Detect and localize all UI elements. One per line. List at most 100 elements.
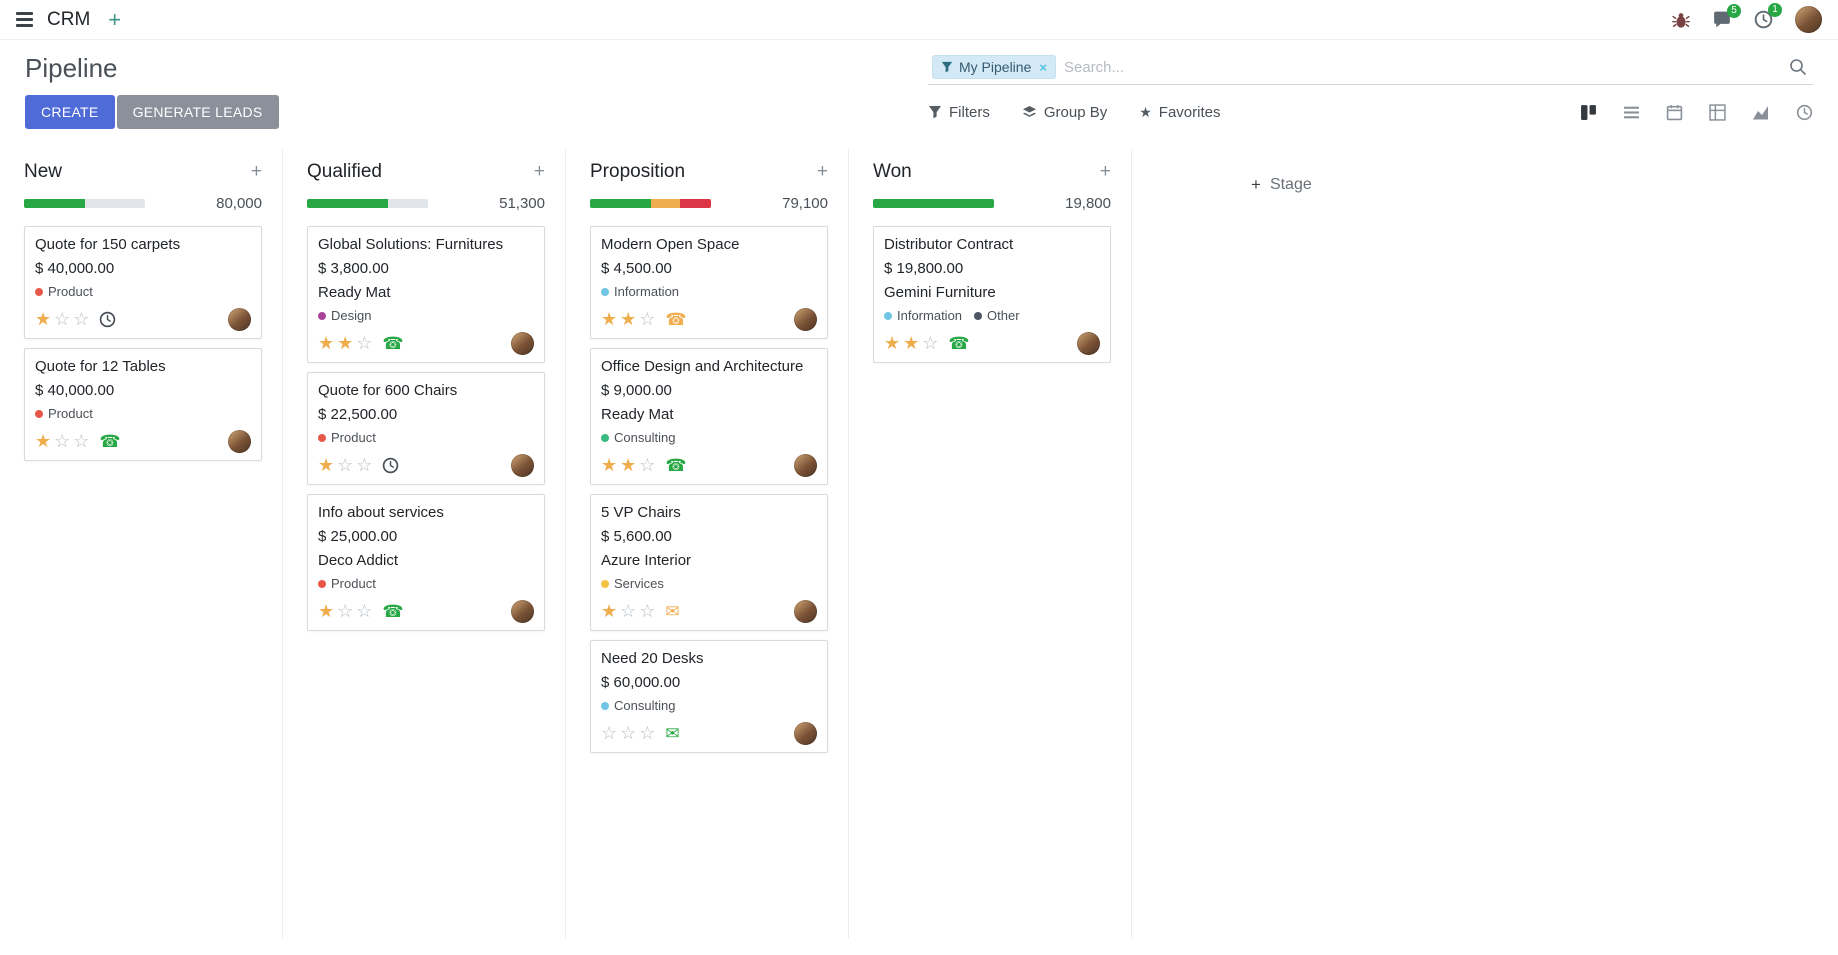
envelope-activity-icon[interactable]: ✉ [665,723,680,743]
star-filled-icon[interactable]: ★ [884,333,901,353]
group-by-menu[interactable]: Group By [1022,104,1107,121]
column-quick-add-icon[interactable]: + [250,161,262,182]
progress-segment[interactable] [873,199,994,208]
add-stage-button[interactable]: + Stage [1251,175,1312,195]
column-progressbar[interactable] [24,199,145,208]
star-empty-icon[interactable]: ☆ [73,309,90,329]
column-title[interactable]: Qualified [307,161,382,182]
plus-icon[interactable]: + [108,6,122,32]
kanban-card[interactable]: Quote for 12 Tables $ 40,000.00 Product … [24,348,262,461]
column-progressbar[interactable] [307,199,428,208]
activity-view-icon[interactable] [1796,104,1813,121]
star-empty-icon[interactable]: ☆ [639,455,656,475]
phone-activity-icon[interactable]: ☎ [382,601,404,621]
priority-stars[interactable]: ★ ☆ ☆ [35,310,89,328]
star-empty-icon[interactable]: ☆ [356,601,373,621]
star-empty-icon[interactable]: ☆ [54,309,71,329]
star-filled-icon[interactable]: ★ [318,455,335,475]
column-quick-add-icon[interactable]: + [1099,161,1111,182]
star-empty-icon[interactable]: ☆ [922,333,939,353]
kanban-card[interactable]: Modern Open Space $ 4,500.00 Information… [590,226,828,339]
activities-clock-icon[interactable]: 1 [1754,3,1782,29]
favorites-menu[interactable]: ★ Favorites [1139,104,1220,121]
pivot-view-icon[interactable] [1709,103,1726,121]
search-facet-my-pipeline[interactable]: My Pipeline × [932,55,1056,79]
column-quick-add-icon[interactable]: + [533,161,545,182]
avatar[interactable] [794,599,817,623]
star-empty-icon[interactable]: ☆ [639,309,656,329]
priority-stars[interactable]: ★ ★ ☆ [884,334,938,352]
avatar[interactable] [794,721,817,745]
kanban-card[interactable]: Need 20 Desks $ 60,000.00 Consulting ☆ ☆ ☆… [590,640,828,753]
avatar[interactable] [511,331,534,355]
calendar-view-icon[interactable] [1666,104,1683,121]
column-title[interactable]: New [24,161,63,182]
apps-menu-icon[interactable] [16,12,33,27]
star-empty-icon[interactable]: ☆ [54,431,71,451]
kanban-card[interactable]: Quote for 150 carpets $ 40,000.00 Produc… [24,226,262,339]
filters-menu[interactable]: Filters [928,104,990,121]
star-filled-icon[interactable]: ★ [35,309,52,329]
star-empty-icon[interactable]: ☆ [639,723,656,743]
priority-stars[interactable]: ★ ☆ ☆ [318,602,372,620]
phone-activity-icon[interactable]: ☎ [665,309,687,329]
generate-leads-button[interactable]: GENERATE LEADS [116,95,279,129]
kanban-view-icon[interactable] [1580,104,1597,121]
progress-segment[interactable] [307,199,389,208]
phone-activity-icon[interactable]: ☎ [99,431,121,451]
user-avatar[interactable] [1795,6,1822,33]
avatar[interactable] [511,453,534,477]
avatar[interactable] [794,453,817,477]
priority-stars[interactable]: ☆ ☆ ☆ [601,724,655,742]
star-empty-icon[interactable]: ☆ [620,601,637,621]
phone-activity-icon[interactable]: ☎ [665,455,687,475]
star-filled-icon[interactable]: ★ [620,455,637,475]
facet-remove-icon[interactable]: × [1039,59,1047,75]
star-empty-icon[interactable]: ☆ [639,601,656,621]
progress-segment[interactable] [650,199,680,208]
progress-segment[interactable] [679,199,711,208]
kanban-card[interactable]: Info about services $ 25,000.00 Deco Add… [307,494,545,631]
progress-segment[interactable] [590,199,651,208]
kanban-card[interactable]: Quote for 600 Chairs $ 22,500.00 Product… [307,372,545,485]
star-filled-icon[interactable]: ★ [903,333,920,353]
priority-stars[interactable]: ★ ☆ ☆ [35,432,89,450]
phone-activity-icon[interactable]: ☎ [948,333,970,353]
graph-view-icon[interactable] [1752,104,1770,121]
star-filled-icon[interactable]: ★ [318,333,335,353]
avatar[interactable] [794,307,817,331]
star-empty-icon[interactable]: ☆ [337,601,354,621]
star-empty-icon[interactable]: ☆ [601,723,618,743]
column-quick-add-icon[interactable]: + [816,161,828,182]
star-filled-icon[interactable]: ★ [337,333,354,353]
column-progressbar[interactable] [590,199,711,208]
envelope-activity-icon[interactable]: ✉ [665,601,680,621]
avatar[interactable] [1077,331,1100,355]
star-filled-icon[interactable]: ★ [601,455,618,475]
clock-activity-icon[interactable] [99,311,116,328]
clock-activity-icon[interactable] [382,457,399,474]
priority-stars[interactable]: ★ ★ ☆ [601,456,655,474]
star-empty-icon[interactable]: ☆ [337,455,354,475]
column-title[interactable]: Proposition [590,161,686,182]
list-view-icon[interactable] [1623,104,1640,121]
star-empty-icon[interactable]: ☆ [356,455,373,475]
search-icon[interactable] [1789,58,1807,76]
star-filled-icon[interactable]: ★ [601,309,618,329]
column-progressbar[interactable] [873,199,994,208]
priority-stars[interactable]: ★ ★ ☆ [318,334,372,352]
priority-stars[interactable]: ★ ☆ ☆ [318,456,372,474]
phone-activity-icon[interactable]: ☎ [382,333,404,353]
kanban-card[interactable]: 5 VP Chairs $ 5,600.00 Azure Interior Se… [590,494,828,631]
avatar[interactable] [228,307,251,331]
app-name[interactable]: CRM [47,8,91,30]
progress-segment[interactable] [24,199,85,208]
search-bar[interactable]: My Pipeline × [928,52,1813,85]
star-filled-icon[interactable]: ★ [35,431,52,451]
kanban-card[interactable]: Distributor Contract $ 19,800.00 Gemini … [873,226,1111,363]
create-button[interactable]: CREATE [25,95,115,129]
star-filled-icon[interactable]: ★ [601,601,618,621]
star-empty-icon[interactable]: ☆ [73,431,90,451]
messages-icon[interactable]: 5 [1712,3,1741,29]
priority-stars[interactable]: ★ ★ ☆ [601,310,655,328]
